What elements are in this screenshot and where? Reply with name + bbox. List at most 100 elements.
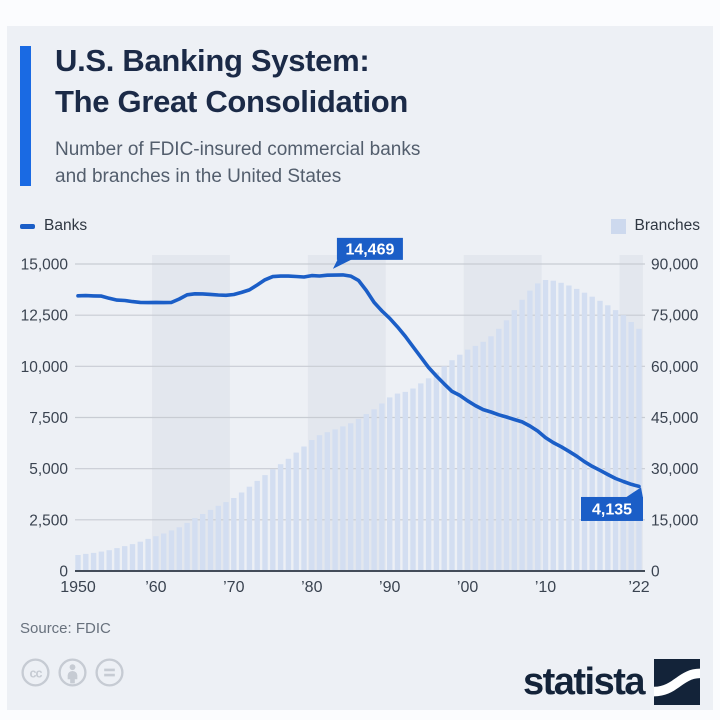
right-axis-tick-label: 90,000 bbox=[651, 257, 699, 274]
subtitle-line-1: Number of FDIC-insured commercial banks bbox=[55, 139, 421, 160]
branches-bar bbox=[277, 464, 284, 571]
banks-line-swatch-icon bbox=[20, 223, 35, 229]
branches-bar bbox=[612, 310, 619, 571]
branches-bar bbox=[223, 502, 229, 571]
branches-bar bbox=[176, 527, 182, 571]
branches-bar bbox=[270, 469, 276, 571]
x-axis-tick-label: ’60 bbox=[145, 579, 166, 596]
statista-logo[interactable]: statista bbox=[523, 659, 700, 705]
branches-bar bbox=[340, 426, 346, 571]
branches-bar bbox=[581, 292, 588, 571]
branches-bar bbox=[90, 552, 97, 571]
right-axis-tick-label: 0 bbox=[651, 564, 660, 581]
branches-bar bbox=[184, 522, 190, 571]
branches-bar bbox=[114, 548, 120, 571]
left-axis-tick-label: 0 bbox=[59, 564, 68, 581]
branches-bar bbox=[402, 391, 408, 571]
branches-bar bbox=[387, 397, 393, 571]
right-axis-tick-label: 60,000 bbox=[651, 359, 699, 376]
right-axis-tick-label: 75,000 bbox=[651, 308, 699, 325]
latest-value-badge bbox=[581, 496, 643, 521]
branches-bar bbox=[597, 300, 603, 571]
branches-bar bbox=[457, 354, 463, 571]
branches-bar bbox=[558, 282, 564, 571]
x-axis-tick-label: 1950 bbox=[60, 579, 96, 596]
branches-bar bbox=[231, 498, 237, 571]
x-axis-tick-label: ’90 bbox=[379, 579, 400, 596]
x-axis-tick-label: ’70 bbox=[223, 579, 244, 596]
peak-value-label: 14,469 bbox=[345, 241, 394, 258]
branches-bar bbox=[574, 288, 580, 571]
banks-line bbox=[76, 273, 641, 489]
legend-branches: Branches bbox=[610, 217, 700, 235]
branches-bar bbox=[379, 403, 385, 571]
left-axis-tick-label: 10,000 bbox=[21, 359, 69, 376]
latest-badge-tail bbox=[625, 487, 643, 498]
x-axis-tick-label: ’22 bbox=[628, 579, 649, 596]
branches-bar bbox=[542, 280, 549, 571]
branches-bar bbox=[550, 280, 556, 571]
branches-bar bbox=[75, 555, 81, 571]
cc-icon[interactable]: cc bbox=[20, 657, 51, 688]
branches-bar bbox=[207, 509, 214, 571]
title-line-2: The Great Consolidation bbox=[55, 84, 409, 119]
branches-bar bbox=[441, 366, 447, 571]
license-icons[interactable]: cc bbox=[20, 657, 125, 688]
branches-bar bbox=[106, 550, 112, 571]
statista-logo-mark-icon bbox=[654, 659, 700, 705]
branches-bar bbox=[480, 341, 486, 571]
svg-text:cc: cc bbox=[29, 666, 42, 680]
peak-badge-tail bbox=[332, 258, 353, 269]
chart-subtitle: Number of FDIC-insured commercial banks … bbox=[55, 136, 420, 190]
branches-bar bbox=[83, 553, 89, 571]
page-title: U.S. Banking System: The Great Consolida… bbox=[55, 40, 408, 122]
left-axis-tick-label: 15,000 bbox=[21, 257, 69, 274]
title-accent-bar bbox=[20, 46, 31, 186]
branches-bar bbox=[129, 544, 136, 571]
equals-no-derivatives-icon[interactable] bbox=[94, 657, 125, 688]
x-axis-tick-label: ’80 bbox=[301, 579, 322, 596]
branches-bar bbox=[254, 480, 260, 571]
left-axis-tick-label: 12,500 bbox=[21, 308, 69, 325]
branches-bar bbox=[425, 378, 432, 571]
x-axis-tick-label: ’00 bbox=[457, 579, 478, 596]
branches-bar bbox=[363, 414, 369, 571]
branches-bar bbox=[122, 546, 128, 571]
title-line-1: U.S. Banking System: bbox=[55, 43, 370, 78]
branches-bar bbox=[98, 551, 105, 571]
branches-bar bbox=[511, 310, 517, 571]
branches-bar bbox=[200, 514, 206, 571]
branches-bar bbox=[348, 423, 354, 571]
branches-bar bbox=[628, 322, 634, 571]
branches-bar bbox=[496, 328, 502, 571]
branches-bar bbox=[418, 383, 424, 571]
right-axis-tick-label: 30,000 bbox=[651, 461, 699, 478]
branches-bar bbox=[192, 518, 198, 571]
branches-bar bbox=[371, 409, 377, 571]
branches-bar bbox=[589, 296, 595, 571]
branches-bar bbox=[309, 440, 315, 571]
branches-bar bbox=[535, 283, 541, 571]
peak-value-badge bbox=[336, 237, 403, 260]
branches-bar bbox=[285, 458, 292, 571]
branches-bar bbox=[488, 336, 494, 571]
subtitle-line-2: and branches in the United States bbox=[55, 166, 342, 187]
branches-bar bbox=[215, 505, 221, 571]
attribution-person-icon[interactable] bbox=[57, 657, 88, 688]
latest-value-label: 4,135 bbox=[592, 501, 632, 518]
branches-bar bbox=[301, 446, 307, 571]
branches-bar bbox=[433, 372, 440, 571]
branches-bar bbox=[262, 475, 268, 571]
legend-branches-label: Branches bbox=[634, 217, 700, 234]
statista-wordmark: statista bbox=[522, 661, 646, 703]
legend-banks: Banks bbox=[20, 217, 87, 235]
branches-bar bbox=[410, 388, 416, 571]
branches-bar bbox=[527, 290, 533, 571]
branches-bar bbox=[316, 435, 323, 571]
branches-bar bbox=[238, 492, 245, 571]
legend-banks-label: Banks bbox=[44, 217, 88, 234]
branches-bar bbox=[293, 452, 299, 571]
branches-bar bbox=[394, 393, 401, 571]
